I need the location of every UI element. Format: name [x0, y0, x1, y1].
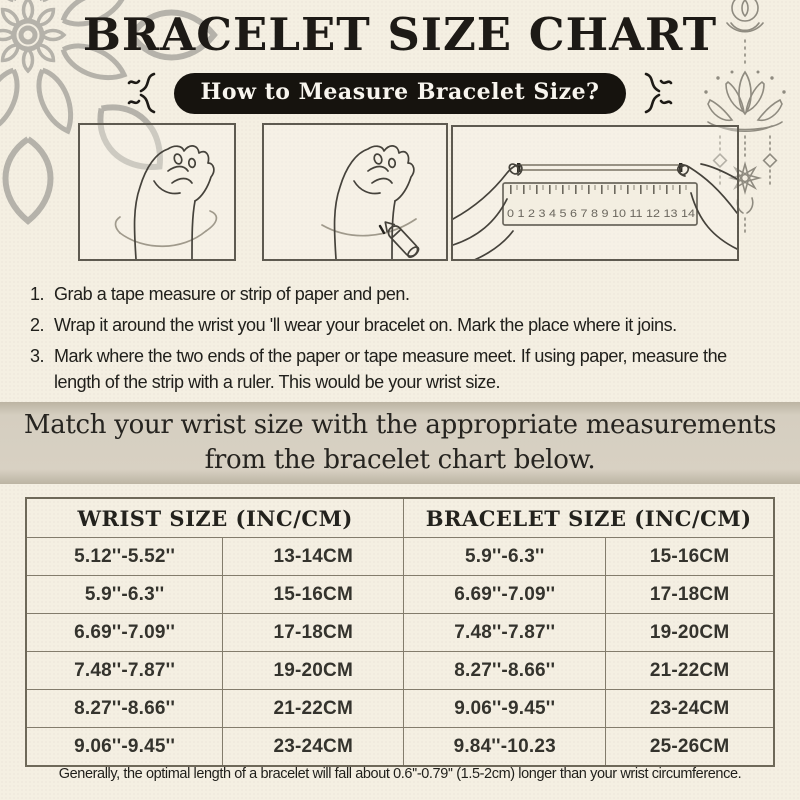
- wrist-inches: 6.69''-7.09'': [25, 613, 224, 652]
- table-header-row: WRIST SIZE (INC/CM) BRACELET SIZE (INC/C…: [25, 497, 775, 538]
- wrist-inches: 7.48''-7.87'': [25, 651, 224, 690]
- bracelet-inches: 7.48''-7.87'': [403, 613, 607, 652]
- banner-line-2: from the bracelet chart below.: [204, 445, 596, 475]
- step-number: 2.: [30, 315, 45, 335]
- instruction-steps: 1. Grab a tape measure or strip of paper…: [30, 281, 770, 400]
- subtitle-row: How to Measure Bracelet Size?: [0, 70, 800, 116]
- wrist-inches: 5.12''-5.52'': [25, 537, 224, 576]
- squiggle-right-icon: [645, 72, 673, 114]
- bracelet-inches: 8.27''-8.66'': [403, 651, 607, 690]
- wrist-cm: 19-20CM: [222, 651, 405, 690]
- bracelet-cm: 21-22CM: [605, 651, 775, 690]
- bracelet-cm: 17-18CM: [605, 575, 775, 614]
- banner-line-1: Match your wrist size with the appropria…: [23, 410, 777, 440]
- bracelet-inches: 9.06''-9.45'': [403, 689, 607, 728]
- size-table: WRIST SIZE (INC/CM) BRACELET SIZE (INC/C…: [25, 497, 775, 767]
- wrist-size-header: WRIST SIZE (INC/CM): [25, 497, 405, 538]
- match-size-banner: Match your wrist size with the appropria…: [0, 402, 800, 484]
- bracelet-inches: 6.69''-7.09'': [403, 575, 607, 614]
- footnote: Generally, the optimal length of a brace…: [58, 766, 742, 782]
- step-text: Mark where the two ends of the paper or …: [54, 346, 727, 392]
- table-row: 8.27''-8.66'' 21-22CM 9.06''-9.45'' 23-2…: [25, 689, 775, 728]
- how-to-measure-pill: How to Measure Bracelet Size?: [173, 72, 627, 114]
- table-row: 6.69''-7.09'' 17-18CM 7.48''-7.87'' 19-2…: [25, 613, 775, 652]
- wrist-inches: 5.9''-6.3'': [25, 575, 224, 614]
- table-row: 5.12''-5.52'' 13-14CM 5.9''-6.3'' 15-16C…: [25, 537, 775, 576]
- table-row: 5.9''-6.3'' 15-16CM 6.69''-7.09'' 17-18C…: [25, 575, 775, 614]
- step-text: Grab a tape measure or strip of paper an…: [54, 284, 410, 304]
- wrist-cm: 17-18CM: [222, 613, 405, 652]
- step-number: 3.: [30, 346, 45, 366]
- illustration-measure-ruler: 0 1 2 3 4 5 6 7 8 9 10 11 12 13 14: [451, 125, 739, 261]
- bracelet-inches: 5.9''-6.3'': [403, 537, 607, 576]
- squiggle-left-icon: [127, 72, 155, 114]
- bracelet-cm: 23-24CM: [605, 689, 775, 728]
- wrist-inches: 8.27''-8.66'': [25, 689, 224, 728]
- ruler-numbers: 0 1 2 3 4 5 6 7 8 9 10 11 12 13 14: [507, 208, 695, 220]
- wrist-inches: 9.06''-9.45'': [25, 727, 224, 767]
- bracelet-cm: 15-16CM: [605, 537, 775, 576]
- bracelet-inches: 9.84''-10.23: [403, 727, 607, 767]
- page-title: BRACELET SIZE CHART: [82, 8, 718, 61]
- step-text: Wrap it around the wrist you 'll wear yo…: [54, 315, 677, 335]
- step-item: 3. Mark where the two ends of the paper …: [30, 343, 770, 395]
- bracelet-size-header: BRACELET SIZE (INC/CM): [403, 497, 775, 538]
- step-item: 2. Wrap it around the wrist you 'll wear…: [30, 312, 770, 338]
- step-item: 1. Grab a tape measure or strip of paper…: [30, 281, 770, 307]
- illustration-mark-pen: [262, 123, 448, 261]
- wrist-cm: 15-16CM: [222, 575, 405, 614]
- table-row: 7.48''-7.87'' 19-20CM 8.27''-8.66'' 21-2…: [25, 651, 775, 690]
- wrist-cm: 23-24CM: [222, 727, 405, 767]
- wrist-cm: 21-22CM: [222, 689, 405, 728]
- step-number: 1.: [30, 284, 45, 304]
- wrist-cm: 13-14CM: [222, 537, 405, 576]
- bracelet-cm: 19-20CM: [605, 613, 775, 652]
- illustration-wrap-tape: [78, 123, 236, 261]
- bracelet-cm: 25-26CM: [605, 727, 775, 767]
- table-row: 9.06''-9.45'' 23-24CM 9.84''-10.23 25-26…: [25, 727, 775, 767]
